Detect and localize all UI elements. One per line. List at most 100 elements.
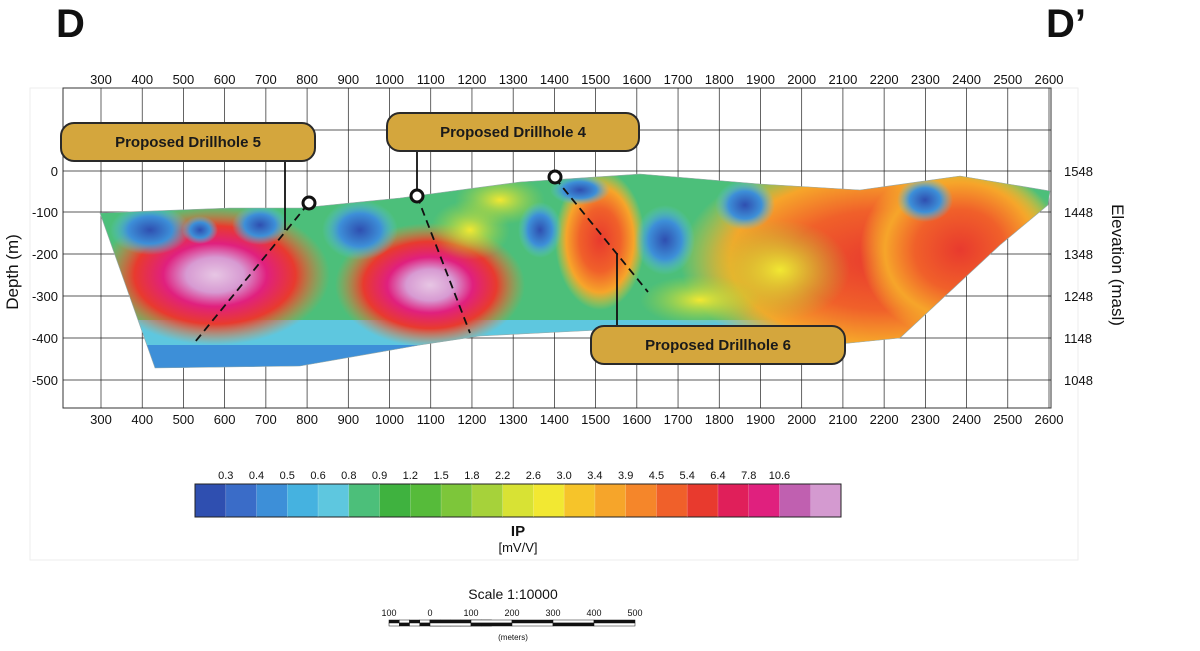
- x-tick-label-top: 400: [131, 72, 153, 87]
- legend-swatch: [287, 484, 319, 517]
- legend-value-label: 0.9: [372, 470, 387, 482]
- legend-swatch: [195, 484, 227, 517]
- x-tick-label-bottom: 1300: [499, 412, 528, 427]
- legend-value-label: 0.5: [280, 470, 295, 482]
- ip-legend: 0.3 0.4 0.5 0.6 0.8 0.9 1.2 1.5 1.8 2.2 2.6 3.0 3.4 3…: [194, 470, 842, 518]
- legend-swatch: [625, 484, 657, 517]
- x-tick-label-bottom: 500: [173, 412, 195, 427]
- legend-title: IP: [511, 523, 525, 540]
- legend-swatch: [687, 484, 719, 517]
- x-tick-label-top: 1500: [581, 72, 610, 87]
- legend-swatch: [533, 484, 565, 517]
- x-tick-label-bottom: 1800: [705, 412, 734, 427]
- depth-tick-label: -100: [32, 205, 58, 220]
- legend-value-label: 0.6: [310, 470, 325, 482]
- x-tick-label-top: 700: [255, 72, 277, 87]
- elevation-tick-label: 1048: [1064, 373, 1093, 388]
- depth-tick-label: 0: [51, 164, 58, 179]
- depth-tick-label: -500: [32, 373, 58, 388]
- x-tick-label-bottom: 1200: [457, 412, 486, 427]
- x-tick-label-top: 2500: [993, 72, 1022, 87]
- legend-value-label: 0.3: [218, 470, 233, 482]
- scale-unit: (meters): [498, 633, 528, 642]
- legend-value-label: 0.8: [341, 470, 356, 482]
- x-tick-label-bottom: 1700: [664, 412, 693, 427]
- collar-drillhole-5: [301, 195, 317, 211]
- section-end-label: D’: [1046, 2, 1086, 46]
- depth-tick-label: -300: [32, 289, 58, 304]
- x-tick-label-bottom: 600: [214, 412, 236, 427]
- elevation-tick-label: 1448: [1064, 205, 1093, 220]
- x-tick-label-bottom: 2400: [952, 412, 981, 427]
- x-tick-label-bottom: 1600: [622, 412, 651, 427]
- x-tick-label-bottom: 1400: [540, 412, 569, 427]
- x-tick-label-bottom: 2500: [993, 412, 1022, 427]
- x-tick-label-top: 2300: [911, 72, 940, 87]
- x-tick-label-bottom: 2200: [870, 412, 899, 427]
- callout-drillhole-6: Proposed Drillhole 6: [590, 325, 846, 365]
- legend-swatch: [348, 484, 381, 517]
- legend-swatch: [717, 484, 750, 517]
- elevation-tick-label: 1548: [1064, 164, 1093, 179]
- elevation-axis: 1548 1448 1348 1248 1148 1048: [1064, 164, 1093, 388]
- x-tick-label-bottom: 1000: [375, 412, 404, 427]
- x-tick-label-bottom: 2300: [911, 412, 940, 427]
- legend-value-label: 3.4: [587, 470, 602, 482]
- legend-value-label: 3.0: [556, 470, 571, 482]
- x-tick-label-top: 1800: [705, 72, 734, 87]
- scale-label: 100: [463, 608, 478, 618]
- scale-label: 400: [586, 608, 601, 618]
- depth-tick-label: -200: [32, 247, 58, 262]
- legend-value-label: 0.4: [249, 470, 264, 482]
- legend-unit: [mV/V]: [498, 540, 537, 555]
- legend-swatch: [410, 484, 442, 517]
- legend-value-label: 2.2: [495, 470, 510, 482]
- x-tick-label-top: 1000: [375, 72, 404, 87]
- legend-value-label: 4.5: [649, 470, 664, 482]
- depth-axis: 0 -100 -200 -300 -400 -500: [32, 164, 58, 388]
- x-tick-label-top: 2000: [787, 72, 816, 87]
- depth-tick-label: -400: [32, 331, 58, 346]
- x-tick-label-bottom: 2000: [787, 412, 816, 427]
- legend-swatch: [810, 484, 842, 517]
- elevation-tick-label: 1248: [1064, 289, 1093, 304]
- drillhole-traces: [194, 152, 649, 343]
- x-tick-label-top: 1700: [664, 72, 693, 87]
- scale-bar: 100 0 100 200 300 400 500: [381, 608, 643, 627]
- x-tick-label-top: 1900: [746, 72, 775, 87]
- legend-swatch: [502, 484, 534, 517]
- section-start-label: D: [56, 2, 85, 46]
- legend-value-label: 1.2: [403, 470, 418, 482]
- callout-drillhole-5: Proposed Drillhole 5: [60, 122, 316, 162]
- legend-swatch: [225, 484, 258, 517]
- scale-label: 100: [381, 608, 396, 618]
- x-axis-bottom: 300 400 500 600 700 800 900 1000 1100 1200 1300 140…: [90, 412, 1063, 427]
- x-tick-label-bottom: 1100: [417, 412, 445, 427]
- x-tick-label-top: 1600: [622, 72, 651, 87]
- legend-swatch: [379, 484, 411, 517]
- legend-value-label: 3.9: [618, 470, 633, 482]
- collar-drillhole-6: [547, 169, 563, 185]
- x-tick-label-bottom: 900: [337, 412, 359, 427]
- x-tick-label-top: 900: [337, 72, 359, 87]
- legend-swatch: [441, 484, 473, 517]
- x-tick-label-top: 800: [296, 72, 318, 87]
- x-tick-label-bottom: 800: [296, 412, 318, 427]
- legend-value-label: 6.4: [710, 470, 725, 482]
- legend-value-label: 7.8: [741, 470, 756, 482]
- x-tick-label-top: 300: [90, 72, 112, 87]
- legend-swatch: [471, 484, 504, 517]
- scale-label: 300: [545, 608, 560, 618]
- scale-title: Scale 1:10000: [468, 586, 558, 602]
- callout-drillhole-4: Proposed Drillhole 4: [386, 112, 640, 152]
- x-tick-label-top: 2100: [828, 72, 857, 87]
- x-tick-label-top: 2600: [1035, 72, 1064, 87]
- legend-value-label: 10.6: [769, 470, 790, 482]
- elevation-tick-label: 1148: [1064, 331, 1092, 346]
- scale-label: 0: [427, 608, 432, 618]
- legend-value-label: 2.6: [526, 470, 541, 482]
- legend-value-label: 5.4: [680, 470, 695, 482]
- x-tick-label-bottom: 1900: [746, 412, 775, 427]
- scale-label: 200: [504, 608, 519, 618]
- x-tick-label-bottom: 700: [255, 412, 277, 427]
